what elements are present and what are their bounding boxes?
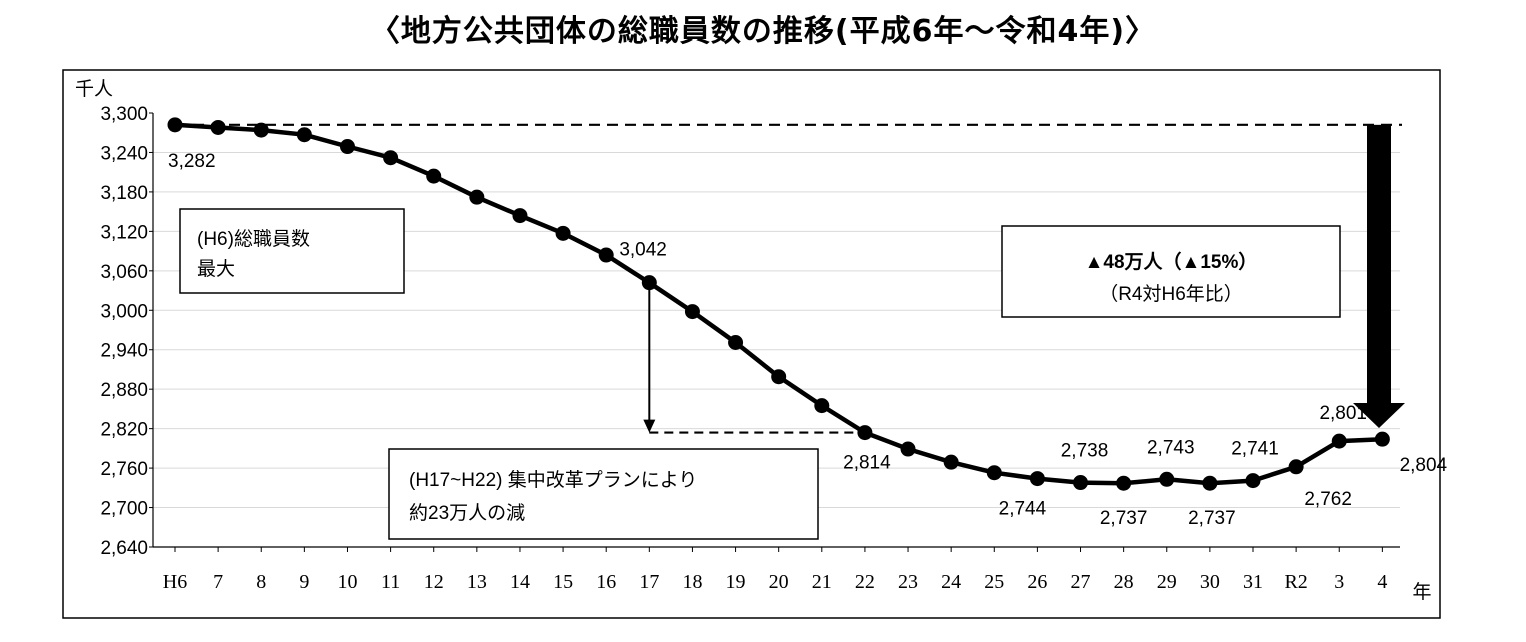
data-point <box>986 465 1002 481</box>
data-point <box>684 304 700 320</box>
y-tick-label: 3,180 <box>100 183 148 204</box>
x-tick-label: 20 <box>769 571 789 593</box>
data-point <box>814 398 830 414</box>
x-tick-label: 18 <box>682 571 702 593</box>
x-tick-label: 3 <box>1334 571 1344 593</box>
reform-annotation-line2: 約23万人の減 <box>409 502 525 524</box>
reform-arrow-head <box>643 419 656 433</box>
x-tick-label: 25 <box>984 571 1004 593</box>
decrease-annotation-sub: （R4対H6年比） <box>1099 283 1243 305</box>
data-label: 2,741 <box>1231 439 1279 460</box>
x-tick-label: 13 <box>467 571 487 593</box>
x-tick-label: 31 <box>1243 571 1263 593</box>
data-point <box>1374 431 1390 447</box>
data-point <box>943 454 959 470</box>
x-tick-label: 24 <box>941 571 961 593</box>
data-point <box>210 119 226 135</box>
data-label: 3,282 <box>168 151 216 172</box>
data-label: 2,738 <box>1061 441 1109 462</box>
peak-annotation-line2: 最大 <box>197 258 235 280</box>
x-tick-label: H6 <box>163 571 187 593</box>
peak-annotation-box <box>179 208 405 294</box>
data-point <box>771 369 787 385</box>
x-tick-label: 12 <box>424 571 444 593</box>
data-point <box>512 208 528 224</box>
data-point <box>167 117 183 133</box>
data-point <box>1073 475 1089 491</box>
y-tick-label: 3,300 <box>100 104 148 125</box>
data-point <box>1029 471 1045 487</box>
decrease-arrow-head <box>1353 403 1405 428</box>
data-point <box>1331 433 1347 449</box>
data-point <box>641 275 657 291</box>
y-tick-label: 3,120 <box>100 222 148 243</box>
x-tick-label: 9 <box>299 571 309 593</box>
data-point <box>900 441 916 457</box>
y-tick-label: 2,940 <box>100 341 148 362</box>
data-point <box>426 168 442 184</box>
data-point <box>598 247 614 263</box>
y-tick-label: 2,640 <box>100 538 148 559</box>
data-point <box>1288 459 1304 475</box>
x-tick-label: 28 <box>1114 571 1134 593</box>
data-point <box>1245 473 1261 489</box>
x-tick-label: 14 <box>510 571 530 593</box>
x-tick-label: 27 <box>1071 571 1091 593</box>
reform-annotation-box <box>388 448 819 540</box>
x-tick-label: R2 <box>1284 571 1307 593</box>
data-point <box>555 225 571 241</box>
data-point <box>253 122 269 138</box>
x-tick-label: 29 <box>1157 571 1177 593</box>
x-tick-label: 10 <box>337 571 357 593</box>
y-tick-label: 3,240 <box>100 143 148 164</box>
x-tick-label: 16 <box>596 571 616 593</box>
data-label: 2,737 <box>1100 508 1148 529</box>
data-point <box>383 150 399 166</box>
x-tick-label: 26 <box>1027 571 1047 593</box>
x-tick-label: 21 <box>812 571 832 593</box>
x-tick-label: 23 <box>898 571 918 593</box>
data-label: 2,814 <box>843 453 891 474</box>
data-point <box>296 127 312 143</box>
data-point <box>857 425 873 441</box>
reform-annotation-line1: (H17~H22) 集中改革プランにより <box>409 469 697 491</box>
x-tick-label: 15 <box>553 571 573 593</box>
x-tick-label: 30 <box>1200 571 1220 593</box>
y-tick-label: 2,700 <box>100 499 148 520</box>
data-label: 2,804 <box>1400 455 1448 476</box>
data-point <box>728 334 744 350</box>
x-tick-label: 8 <box>256 571 266 593</box>
data-label: 2,737 <box>1188 508 1236 529</box>
x-tick-label: 4 <box>1377 571 1387 593</box>
data-label: 2,801 <box>1319 403 1367 424</box>
y-tick-label: 3,060 <box>100 262 148 283</box>
y-axis-label: 千人 <box>75 78 113 100</box>
y-tick-label: 2,880 <box>100 380 148 401</box>
y-tick-label: 2,820 <box>100 420 148 441</box>
data-label: 2,743 <box>1147 437 1195 458</box>
x-tick-label: 22 <box>855 571 875 593</box>
data-point <box>1116 475 1132 491</box>
x-tick-label: 17 <box>639 571 659 593</box>
decrease-annotation-box <box>1001 225 1341 318</box>
x-axis-label: 年 <box>1412 581 1431 603</box>
data-point <box>339 139 355 155</box>
data-label: 2,762 <box>1304 489 1352 510</box>
chart-title: 〈地方公共団体の総職員数の推移(平成6年～令和4年)〉 <box>369 14 1157 49</box>
decrease-arrow-shaft <box>1367 124 1391 411</box>
y-tick-label: 2,760 <box>100 459 148 480</box>
decrease-annotation-main: ▲48万人（▲15%） <box>1085 250 1258 273</box>
data-label: 2,744 <box>999 499 1047 520</box>
x-tick-label: 11 <box>381 571 400 593</box>
x-tick-label: 19 <box>726 571 746 593</box>
data-point <box>1202 475 1218 491</box>
x-tick-label: 7 <box>213 571 223 593</box>
y-tick-label: 3,000 <box>100 301 148 322</box>
data-point <box>469 189 485 205</box>
data-point <box>1159 471 1175 487</box>
peak-annotation-line1: (H6)総職員数 <box>197 228 310 250</box>
data-label: 3,042 <box>619 240 667 261</box>
